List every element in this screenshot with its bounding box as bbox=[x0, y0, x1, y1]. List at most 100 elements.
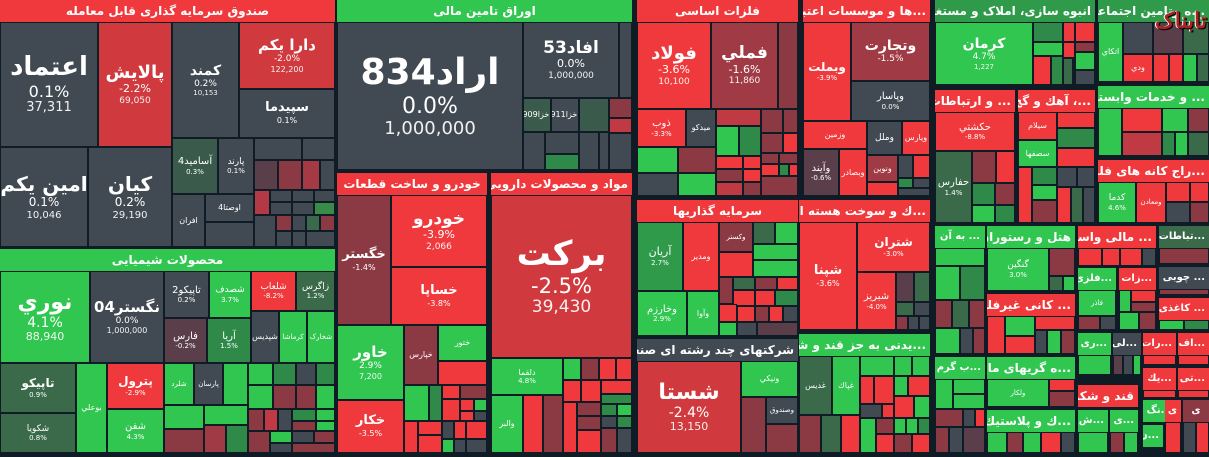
stock-tile[interactable] bbox=[579, 132, 599, 170]
stock-tile[interactable] bbox=[1049, 276, 1063, 291]
stock-tile[interactable] bbox=[1061, 432, 1075, 453]
sector-title[interactable]: سرمایه گذاریها bbox=[637, 200, 798, 222]
stock-tile[interactable] bbox=[581, 358, 599, 380]
stock-tile[interactable] bbox=[270, 202, 292, 215]
sector[interactable]: شپنا -3.6% شتران -3.0% شبریز -4.0% ...ك و سوخت… bbox=[799, 200, 930, 330]
stock-tile[interactable]: فملي -1.6% 11,860 bbox=[711, 22, 778, 109]
stock-tile[interactable] bbox=[935, 379, 953, 409]
sector[interactable]: ...يك bbox=[1143, 368, 1176, 398]
stock-tile[interactable] bbox=[617, 428, 632, 453]
stock-tile[interactable] bbox=[1047, 330, 1061, 354]
stock-tile[interactable] bbox=[438, 361, 487, 385]
stock-tile[interactable] bbox=[616, 358, 632, 380]
stock-tile[interactable] bbox=[1165, 422, 1181, 453]
stock-tile[interactable]: اوصتا4 bbox=[205, 194, 254, 222]
stock-tile[interactable]: وتجارت -1.5% bbox=[851, 22, 930, 81]
stock-tile[interactable] bbox=[292, 421, 316, 431]
stock-tile[interactable] bbox=[716, 126, 739, 156]
sector-title[interactable]: ... کاغذی bbox=[1159, 298, 1209, 320]
stock-tile[interactable] bbox=[460, 385, 487, 399]
sector[interactable]: اتكاي ودي ...ه وتامین اجتماعی bbox=[1098, 0, 1209, 82]
stock-tile[interactable] bbox=[302, 138, 335, 160]
stock-tile[interactable] bbox=[743, 182, 761, 196]
stock-tile[interactable] bbox=[320, 215, 335, 231]
stock-tile[interactable] bbox=[896, 316, 908, 330]
stock-tile[interactable] bbox=[935, 409, 963, 427]
stock-tile[interactable] bbox=[1077, 167, 1095, 187]
stock-tile[interactable] bbox=[741, 397, 766, 453]
stock-tile[interactable] bbox=[1119, 312, 1139, 330]
sector[interactable]: ...اف bbox=[1178, 333, 1209, 365]
stock-tile[interactable] bbox=[545, 132, 579, 154]
stock-tile[interactable] bbox=[1033, 42, 1063, 56]
stock-tile[interactable]: تاپیکو2 0.2% bbox=[164, 271, 209, 318]
stock-tile[interactable] bbox=[563, 358, 581, 380]
stock-tile[interactable] bbox=[523, 132, 545, 170]
stock-tile[interactable] bbox=[254, 190, 270, 215]
sector-title[interactable]: قند و شکر bbox=[1078, 385, 1138, 407]
stock-tile[interactable] bbox=[1188, 108, 1209, 132]
sector-title[interactable]: ...ك و سوخت هسته ای bbox=[799, 200, 930, 222]
stock-tile[interactable] bbox=[270, 190, 292, 202]
stock-tile[interactable] bbox=[523, 395, 543, 453]
sector-title[interactable]: فلزات اساسی bbox=[637, 0, 798, 22]
stock-tile[interactable] bbox=[1110, 432, 1124, 453]
stock-tile[interactable]: سصفها bbox=[1018, 140, 1057, 167]
stock-tile[interactable] bbox=[442, 385, 460, 399]
stock-tile[interactable] bbox=[1139, 312, 1156, 330]
stock-tile[interactable] bbox=[761, 109, 783, 133]
stock-tile[interactable]: تاپیکو 0.9% bbox=[0, 363, 76, 413]
stock-tile[interactable]: نگستر04 0.0% 1,000,000 bbox=[90, 271, 164, 363]
stock-tile[interactable]: والبر bbox=[491, 395, 523, 453]
sector-title[interactable]: ...ك و پلاستيك bbox=[987, 410, 1075, 432]
stock-tile[interactable]: آریان 2.7% bbox=[637, 222, 683, 291]
stock-tile[interactable] bbox=[716, 182, 743, 196]
stock-tile[interactable] bbox=[1063, 276, 1075, 291]
stock-tile[interactable] bbox=[761, 164, 779, 176]
stock-tile[interactable] bbox=[1063, 42, 1075, 58]
stock-tile[interactable] bbox=[775, 222, 798, 244]
stock-tile[interactable] bbox=[737, 306, 755, 322]
sector[interactable]: ...رات bbox=[1143, 333, 1176, 365]
stock-tile[interactable] bbox=[678, 147, 716, 173]
stock-tile[interactable] bbox=[1023, 432, 1041, 453]
stock-tile[interactable]: اعتماد 0.1% 37,311 bbox=[0, 22, 98, 147]
sector[interactable]: فاذر ...فلزی bbox=[1078, 268, 1116, 330]
stock-tile[interactable]: غپاك bbox=[832, 356, 860, 415]
stock-tile[interactable]: شپنا -3.6% bbox=[799, 222, 857, 330]
stock-tile[interactable]: شخارک bbox=[307, 311, 335, 363]
stock-tile[interactable] bbox=[935, 328, 960, 354]
stock-tile[interactable] bbox=[273, 385, 296, 409]
sector[interactable]: برکت -2.5% 39,430 دلقما 4.8% والبر مواد و محصو… bbox=[491, 173, 632, 453]
stock-tile[interactable] bbox=[306, 215, 320, 231]
stock-tile[interactable]: ويارس bbox=[902, 121, 930, 155]
stock-tile[interactable]: اخزا909 bbox=[523, 98, 551, 132]
stock-tile[interactable] bbox=[248, 431, 270, 453]
sector-title[interactable]: ...ش bbox=[1078, 410, 1108, 432]
stock-tile[interactable] bbox=[454, 421, 466, 439]
sector-title[interactable]: ...راج کانه های فلزی bbox=[1098, 160, 1209, 182]
stock-tile[interactable]: خساپا -3.8% bbox=[391, 267, 487, 325]
stock-tile[interactable] bbox=[1075, 52, 1095, 70]
stock-tile[interactable] bbox=[775, 290, 798, 306]
stock-tile[interactable] bbox=[579, 98, 609, 132]
sector-title[interactable]: ... کانی غیرفلزی bbox=[987, 294, 1075, 316]
sector-title[interactable]: ی bbox=[1183, 400, 1209, 422]
stock-tile[interactable] bbox=[1188, 132, 1209, 156]
stock-tile[interactable] bbox=[678, 173, 716, 196]
stock-tile[interactable]: اراد834 0.0% 1,000,000 bbox=[337, 22, 523, 170]
stock-tile[interactable] bbox=[733, 290, 755, 306]
sector[interactable]: ی bbox=[1183, 400, 1209, 453]
stock-tile[interactable]: شصدف 3.7% bbox=[209, 271, 251, 318]
stock-tile[interactable]: اخزا911 bbox=[551, 98, 579, 132]
stock-tile[interactable] bbox=[1123, 355, 1133, 375]
stock-tile[interactable]: برکت -2.5% 39,430 bbox=[491, 195, 632, 358]
stock-tile[interactable] bbox=[1032, 200, 1057, 223]
stock-tile[interactable] bbox=[254, 160, 278, 190]
sector-title[interactable]: ...ها و موسسات اعتباری bbox=[803, 0, 930, 22]
stock-tile[interactable] bbox=[1057, 148, 1095, 167]
stock-tile[interactable] bbox=[769, 306, 783, 322]
stock-tile[interactable]: میدکو bbox=[686, 109, 716, 147]
stock-tile[interactable] bbox=[543, 395, 563, 453]
